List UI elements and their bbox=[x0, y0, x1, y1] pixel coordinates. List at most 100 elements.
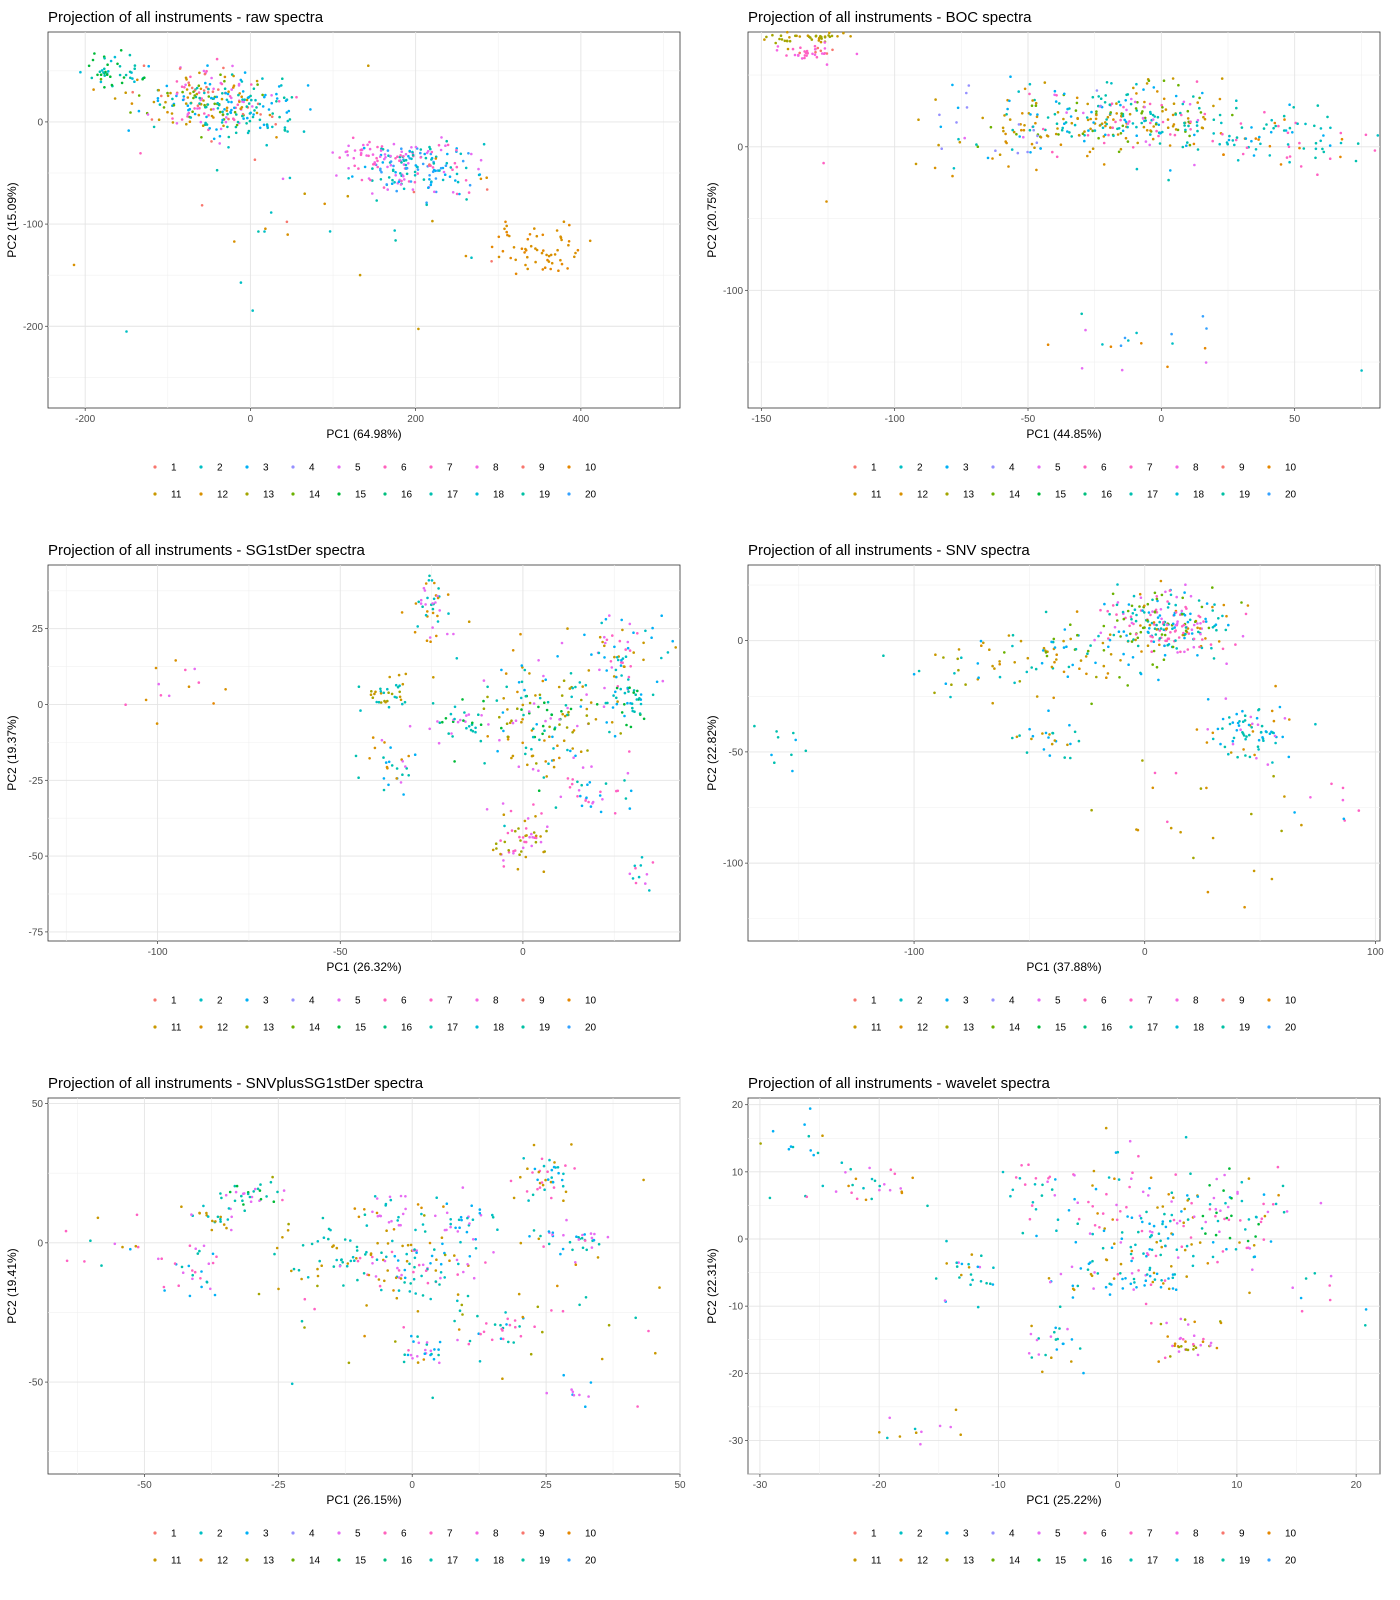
legend-key-9 bbox=[1221, 465, 1225, 469]
scatter-point-2 bbox=[288, 176, 292, 180]
scatter-point-2 bbox=[623, 691, 627, 695]
scatter-point-6 bbox=[1160, 103, 1163, 107]
legend-key-8 bbox=[1175, 465, 1179, 469]
scatter-point-2 bbox=[474, 1247, 478, 1250]
scatter-point-17 bbox=[1211, 609, 1214, 612]
scatter-point-14 bbox=[1045, 654, 1049, 658]
scatter-point-2 bbox=[384, 1204, 388, 1207]
scatter-point-3 bbox=[1036, 113, 1039, 116]
scatter-point-3 bbox=[619, 664, 623, 667]
scatter-point-17 bbox=[507, 1340, 510, 1344]
scatter-point-5 bbox=[378, 1214, 381, 1217]
scatter-point-2 bbox=[620, 674, 623, 677]
scatter-point-7 bbox=[542, 1245, 545, 1248]
scatter-point-7 bbox=[1208, 1207, 1212, 1211]
scatter-point-8 bbox=[373, 161, 377, 164]
scatter-point-11 bbox=[585, 707, 589, 711]
scatter-point-2 bbox=[640, 856, 644, 859]
scatter-point-3 bbox=[1196, 654, 1199, 657]
scatter-point-3 bbox=[556, 655, 559, 658]
scatter-point-17 bbox=[413, 170, 417, 174]
scatter-point-17 bbox=[458, 1309, 462, 1312]
scatter-point-12 bbox=[562, 220, 566, 223]
scatter-point-5 bbox=[375, 1197, 379, 1200]
scatter-point-5 bbox=[421, 1263, 425, 1267]
scatter-point-17 bbox=[431, 1396, 435, 1400]
legend-key-3 bbox=[245, 998, 249, 1002]
scatter-point-17 bbox=[543, 729, 546, 732]
scatter-point-17 bbox=[1159, 1239, 1162, 1243]
scatter-point-2 bbox=[1018, 1177, 1022, 1180]
scatter-point-3 bbox=[445, 1202, 449, 1205]
legend-key-6 bbox=[383, 998, 387, 1002]
scatter-point-15 bbox=[560, 710, 563, 713]
scatter-point-11 bbox=[399, 698, 403, 702]
scatter-point-3 bbox=[1257, 738, 1261, 742]
y-tick-label: 20 bbox=[732, 1100, 744, 1111]
scatter-point-2 bbox=[949, 695, 952, 699]
scatter-point-7 bbox=[160, 1257, 163, 1260]
data-points bbox=[763, 30, 1380, 372]
scatter-point-5 bbox=[585, 693, 588, 696]
scatter-point-5 bbox=[1196, 118, 1200, 122]
scatter-point-7 bbox=[1202, 1337, 1205, 1341]
scatter-point-3 bbox=[517, 681, 521, 684]
scatter-point-7 bbox=[1128, 1185, 1131, 1189]
scatter-point-6 bbox=[1154, 608, 1158, 612]
scatter-point-7 bbox=[1106, 609, 1109, 613]
scatter-point-5 bbox=[1151, 610, 1154, 613]
scatter-point-12 bbox=[567, 243, 570, 247]
scatter-point-18 bbox=[133, 80, 136, 83]
scatter-point-2 bbox=[547, 762, 550, 765]
scatter-point-12 bbox=[1130, 1249, 1134, 1253]
legend-label-8: 8 bbox=[493, 996, 499, 1007]
x-axis-label: PC1 (26.32%) bbox=[326, 960, 401, 974]
scatter-point-17 bbox=[447, 732, 451, 735]
scatter-point-7 bbox=[451, 168, 454, 171]
scatter-point-11 bbox=[541, 1183, 545, 1187]
scatter-point-5 bbox=[479, 1213, 483, 1217]
scatter-point-15 bbox=[259, 1197, 263, 1201]
scatter-point-1 bbox=[206, 91, 210, 94]
scatter-point-7 bbox=[358, 1256, 362, 1260]
scatter-point-12 bbox=[1201, 1340, 1205, 1343]
scatter-point-2 bbox=[353, 1259, 356, 1262]
scatter-point-11 bbox=[376, 1241, 379, 1245]
scatter-point-3 bbox=[1062, 1342, 1065, 1346]
scatter-point-11 bbox=[184, 102, 188, 105]
scatter-point-7 bbox=[1180, 1245, 1184, 1248]
legend-key-2 bbox=[199, 998, 203, 1002]
scatter-point-5 bbox=[450, 732, 453, 735]
scatter-point-7 bbox=[506, 1317, 510, 1321]
scatter-point-3 bbox=[439, 1262, 443, 1266]
scatter-point-12 bbox=[1030, 142, 1034, 146]
scatter-point-5 bbox=[439, 148, 443, 152]
scatter-point-3 bbox=[986, 156, 990, 160]
scatter-point-12 bbox=[1253, 753, 1256, 757]
scatter-point-2 bbox=[556, 1166, 560, 1169]
scatter-point-12 bbox=[426, 610, 429, 613]
scatter-point-12 bbox=[92, 88, 95, 91]
scatter-point-2 bbox=[1170, 1213, 1174, 1217]
scatter-point-11 bbox=[1109, 653, 1113, 656]
scatter-point-17 bbox=[321, 1216, 325, 1220]
scatter-point-5 bbox=[477, 167, 480, 171]
scatter-point-2 bbox=[478, 1360, 482, 1363]
scatter-point-3 bbox=[499, 1337, 503, 1340]
scatter-point-11 bbox=[209, 108, 213, 111]
scatter-point-3 bbox=[1070, 1338, 1074, 1341]
scatter-point-12 bbox=[556, 1284, 559, 1288]
legend-label-17: 17 bbox=[1147, 490, 1159, 501]
scatter-point-6 bbox=[1177, 636, 1181, 639]
scatter-point-3 bbox=[650, 636, 653, 639]
scatter-point-7 bbox=[136, 1245, 140, 1249]
scatter-point-2 bbox=[821, 1184, 825, 1188]
legend-label-20: 20 bbox=[1285, 490, 1297, 501]
scatter-point-13 bbox=[1194, 1346, 1198, 1349]
scatter-point-2 bbox=[1135, 613, 1138, 617]
scatter-point-1 bbox=[150, 118, 154, 121]
scatter-point-5 bbox=[1175, 622, 1179, 625]
scatter-point-2 bbox=[225, 98, 229, 102]
scatter-point-10 bbox=[497, 235, 501, 239]
scatter-point-14 bbox=[1181, 596, 1184, 600]
